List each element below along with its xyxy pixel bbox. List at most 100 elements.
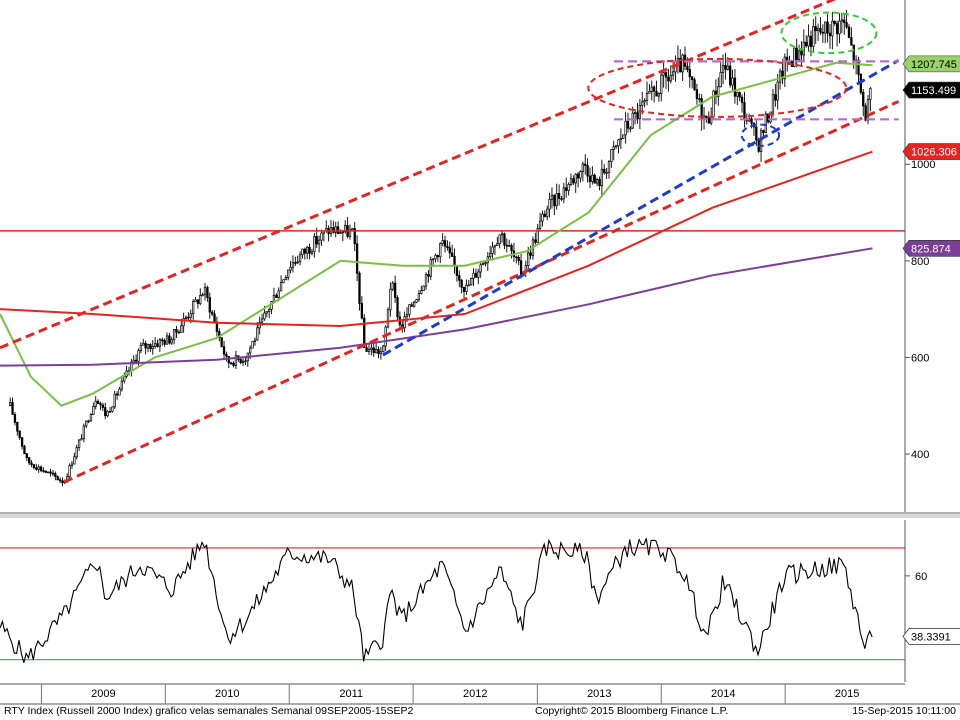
candle-body: [417, 293, 421, 301]
candle-body: [562, 187, 565, 200]
last-value-tag: 825.874: [902, 240, 960, 257]
candle-body: [550, 194, 554, 200]
candle-body: [443, 240, 447, 247]
candle-body: [626, 120, 630, 129]
candle-body: [287, 269, 290, 278]
candle-body: [771, 94, 775, 113]
candle-body: [85, 420, 88, 427]
candle-body: [70, 463, 74, 466]
footer-left-label: RTY Index (Russell 2000 Index) grafico v…: [4, 705, 414, 717]
candle-body: [415, 299, 418, 303]
candle-body: [565, 187, 568, 191]
candle-body: [386, 309, 390, 328]
candle-body: [339, 232, 342, 235]
candle-body: [239, 359, 242, 364]
candle-body: [667, 76, 670, 82]
oscillator-tick-label: 60: [915, 571, 927, 583]
candle-body: [260, 318, 264, 323]
trend-line: [0, 0, 837, 350]
candle-body: [598, 179, 601, 187]
candle-body: [87, 420, 90, 423]
candle-body: [816, 28, 820, 32]
year-label: 2010: [215, 688, 239, 700]
candle-body: [194, 299, 197, 303]
candle-body: [332, 227, 335, 233]
candle-body: [717, 86, 720, 97]
candle-body: [115, 393, 119, 396]
candle-body: [182, 318, 185, 327]
candle-body: [686, 65, 689, 70]
candle-body: [28, 457, 31, 464]
candle-body: [828, 32, 832, 37]
candle-body: [500, 233, 504, 236]
price-tick-label: 400: [911, 449, 929, 461]
candle-body: [427, 274, 430, 277]
candle-body: [657, 93, 661, 97]
candle-body: [16, 421, 19, 432]
candle-body: [163, 340, 166, 345]
candle-body: [75, 447, 78, 458]
candle-body: [196, 299, 200, 304]
candle-body: [355, 243, 359, 274]
candle-body: [77, 439, 81, 448]
candle-body: [161, 339, 164, 342]
candle-body: [282, 279, 285, 283]
candle-body: [412, 301, 416, 307]
candle-body: [493, 245, 497, 248]
candle-body: [843, 19, 846, 23]
candle-body: [279, 282, 283, 292]
price-tick-label: 800: [911, 256, 929, 268]
candle-body: [472, 272, 475, 279]
candle-body: [726, 65, 729, 70]
candle-body: [712, 90, 715, 117]
candle-body: [256, 327, 259, 341]
candle-body: [153, 343, 157, 347]
year-label: 2011: [339, 688, 363, 700]
candle-body: [341, 231, 345, 234]
candle-body: [408, 304, 411, 315]
last-value-tag: 1026.306: [902, 143, 960, 160]
candle-body: [812, 26, 815, 47]
candle-body: [852, 44, 855, 63]
candle-body: [669, 74, 672, 82]
candle-body: [755, 126, 758, 141]
candle-body: [230, 362, 233, 365]
candle-body: [184, 316, 188, 319]
trend-line: [382, 59, 900, 357]
candle-body: [593, 174, 596, 184]
candle-body: [351, 228, 354, 231]
year-label: 2012: [463, 688, 487, 700]
candle-body: [168, 335, 171, 344]
candle-body: [220, 337, 223, 348]
candle-body: [477, 271, 480, 278]
candle-body: [738, 91, 741, 98]
candle-body: [693, 79, 696, 91]
candle-body: [729, 65, 732, 86]
candle-body: [208, 297, 211, 313]
candle-body: [622, 134, 625, 139]
candle-body: [101, 404, 105, 408]
candle-body: [436, 254, 440, 258]
candle-body: [719, 72, 722, 88]
candle-body: [39, 466, 43, 471]
candle-body: [424, 274, 428, 287]
candle-body: [645, 92, 649, 101]
tag-value-label: 825.874: [911, 243, 951, 255]
candle-body: [165, 335, 169, 345]
candle-body: [241, 360, 245, 364]
candle-body: [249, 347, 252, 354]
last-value-tag: 1153.499: [902, 81, 960, 99]
candle-body: [455, 265, 459, 276]
tag-box: [902, 627, 960, 645]
candle-body: [688, 69, 691, 78]
candle-body: [491, 246, 494, 254]
candle-body: [441, 240, 444, 244]
candle-body: [439, 243, 442, 258]
candle-body: [821, 31, 825, 34]
candle-body: [54, 473, 57, 477]
candle-body: [764, 113, 767, 133]
candle-body: [591, 174, 594, 182]
candle-body: [403, 316, 406, 329]
candle-body: [546, 208, 549, 217]
candle-body: [805, 41, 808, 47]
